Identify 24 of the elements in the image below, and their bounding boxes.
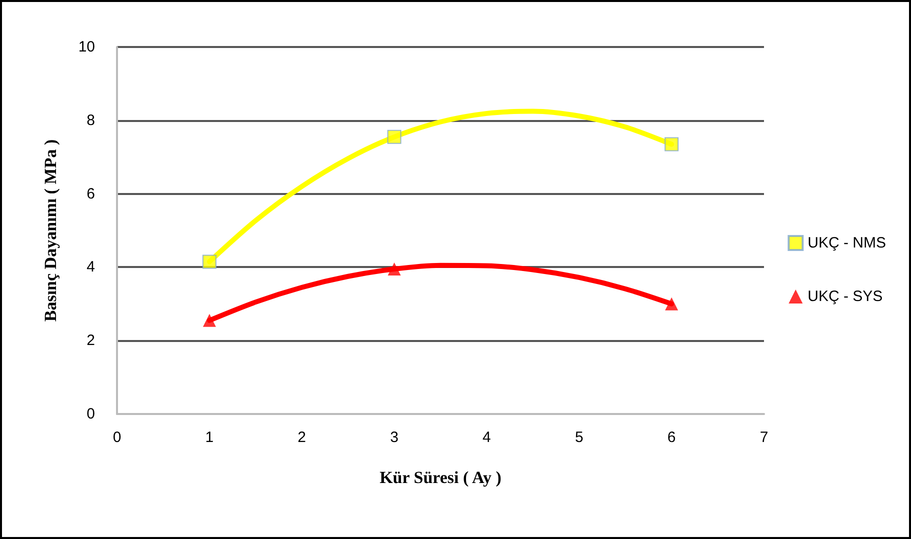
x-tick-label: 4: [482, 429, 491, 446]
y-tick-label: 0: [86, 406, 95, 422]
legend-label: UKÇ - NMS: [808, 234, 886, 252]
x-tick-label: 7: [760, 429, 768, 446]
legend-label: UKÇ - SYS: [808, 288, 883, 305]
point: [388, 262, 401, 276]
x-tick-label: 0: [112, 429, 122, 446]
x-axis-title: Kür Süresi ( Ay ): [380, 468, 502, 487]
y-axis-title: Basınç Dayanımı ( MPa ): [41, 139, 60, 322]
x-tick-label: 2: [298, 429, 306, 446]
x-tick-label: 6: [667, 429, 676, 446]
point: [664, 137, 679, 152]
point: [387, 130, 402, 144]
point: [202, 314, 216, 327]
y-tick-label: 6: [86, 185, 95, 202]
x-tick-label: 1: [205, 429, 214, 446]
y-tick-label: 4: [86, 258, 95, 276]
x-tick-label: 3: [390, 429, 398, 446]
y-tick-label: 10: [78, 38, 95, 56]
point: [665, 297, 678, 310]
y-tick-label: 8: [86, 112, 95, 129]
y-tick-label: 2: [86, 332, 95, 350]
point: [202, 254, 216, 269]
x-tick-label: 5: [574, 429, 584, 446]
